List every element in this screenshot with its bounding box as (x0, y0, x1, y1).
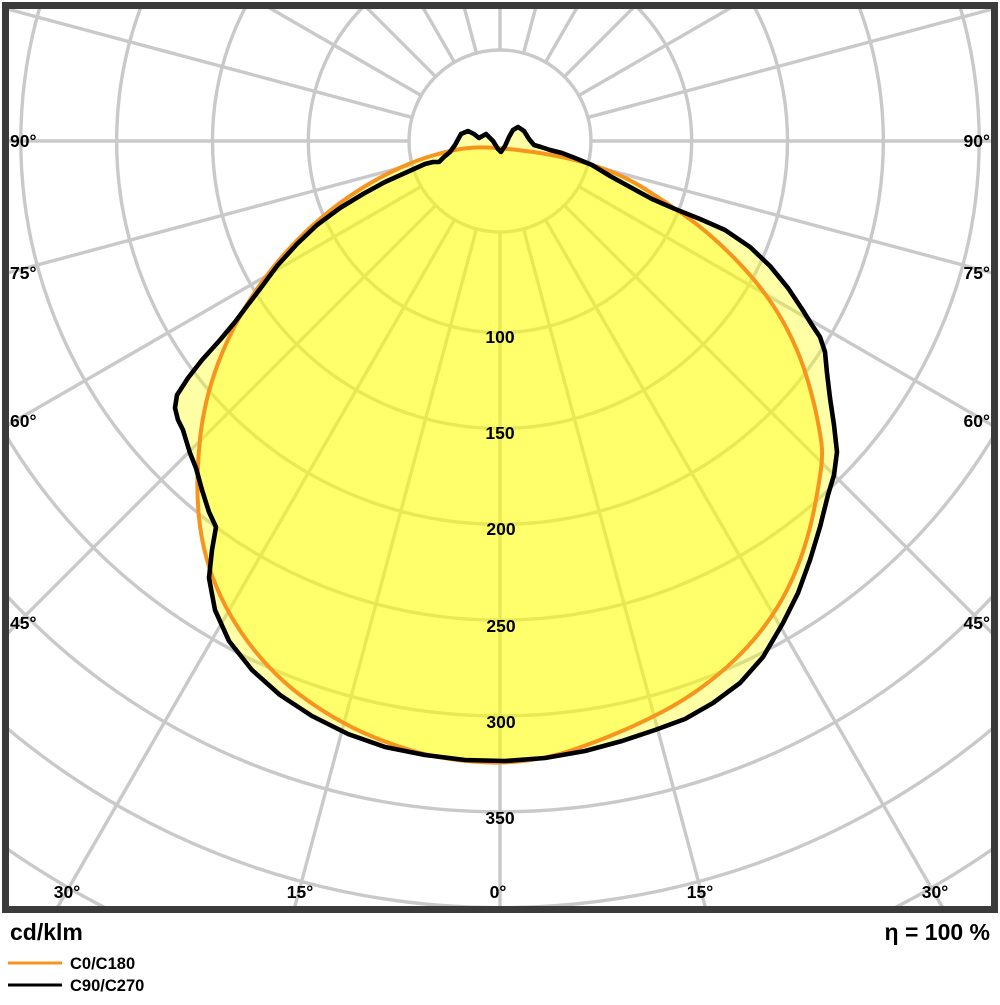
radial-value-label-0: 100 (485, 327, 514, 347)
angle-label-bottom-0: 30° (54, 882, 80, 902)
angle-label-left-3: 45° (10, 613, 36, 633)
angle-label-right-2: 60° (964, 411, 990, 431)
grid-radial-105 (588, 0, 1000, 117)
angle-label-bottom-2: 0° (490, 882, 507, 902)
c90-c270-fill (175, 127, 837, 761)
angle-label-bottom-4: 30° (922, 882, 948, 902)
angle-label-left-1: 75° (10, 263, 36, 283)
legend: C0/C180 C90/C270 (8, 955, 144, 995)
radial-value-label-4: 300 (486, 712, 515, 732)
legend-label-c0: C0/C180 (70, 955, 135, 973)
efficiency-label: η = 100 % (885, 919, 990, 945)
radial-value-label-5: 350 (485, 808, 514, 828)
grid-radial-255 (0, 0, 412, 117)
angle-label-right-1: 75° (964, 263, 990, 283)
unit-label: cd/klm (10, 919, 83, 945)
radial-value-label-3: 250 (486, 616, 515, 636)
angle-label-left-2: 60° (10, 411, 36, 431)
angle-label-bottom-3: 15° (687, 882, 713, 902)
legend-label-c90: C90/C270 (70, 977, 144, 995)
angle-label-right-0: 90° (964, 131, 990, 151)
angle-label-left-0: 90° (10, 131, 36, 151)
radial-value-label-1: 150 (485, 423, 514, 443)
intensity-curves (175, 127, 837, 763)
angle-label-right-3: 45° (964, 613, 990, 633)
angle-label-bottom-1: 15° (287, 882, 313, 902)
radial-value-label-2: 200 (486, 519, 515, 539)
